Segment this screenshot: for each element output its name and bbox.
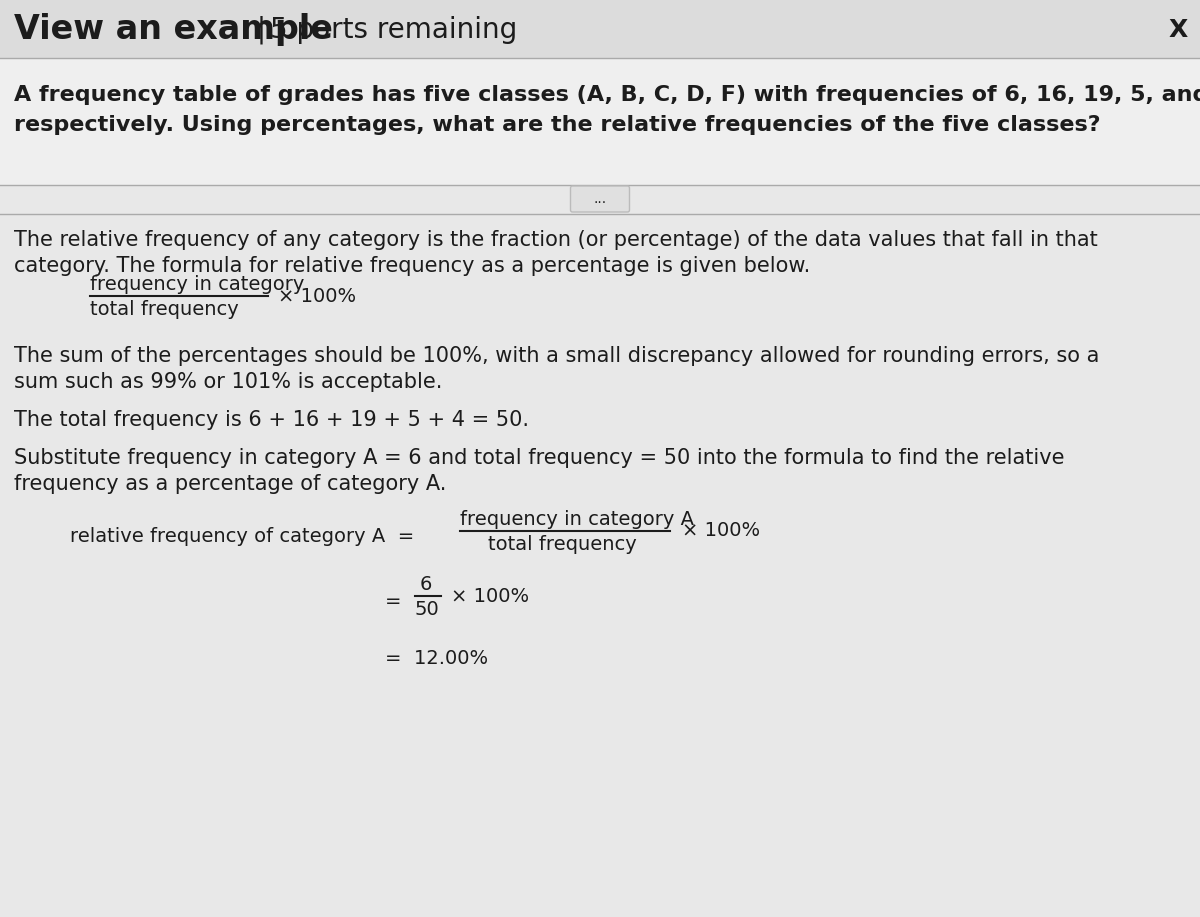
Text: total frequency: total frequency xyxy=(488,535,637,554)
Text: 5 parts remaining: 5 parts remaining xyxy=(270,16,517,44)
Text: =: = xyxy=(385,592,402,612)
Text: The sum of the percentages should be 100%, with a small discrepancy allowed for : The sum of the percentages should be 100… xyxy=(14,346,1099,366)
Text: category. The formula for relative frequency as a percentage is given below.: category. The formula for relative frequ… xyxy=(14,256,810,276)
FancyBboxPatch shape xyxy=(570,186,630,212)
Text: × 100%: × 100% xyxy=(451,587,529,605)
Text: relative frequency of category A  =: relative frequency of category A = xyxy=(70,527,414,547)
Text: sum such as 99% or 101% is acceptable.: sum such as 99% or 101% is acceptable. xyxy=(14,372,443,392)
Text: View an example: View an example xyxy=(14,14,332,47)
Text: The total frequency is 6 + 16 + 19 + 5 + 4 = 50.: The total frequency is 6 + 16 + 19 + 5 +… xyxy=(14,410,529,430)
Text: |: | xyxy=(248,16,275,44)
Text: ...: ... xyxy=(594,192,606,206)
Text: total frequency: total frequency xyxy=(90,300,239,319)
Text: 50: 50 xyxy=(415,600,439,619)
Text: A frequency table of grades has five classes (A, B, C, D, F) with frequencies of: A frequency table of grades has five cla… xyxy=(14,85,1200,105)
Text: frequency in category A: frequency in category A xyxy=(460,510,694,529)
Text: × 100%: × 100% xyxy=(682,522,760,540)
Text: respectively. Using percentages, what are the relative frequencies of the five c: respectively. Using percentages, what ar… xyxy=(14,115,1100,135)
Text: × 100%: × 100% xyxy=(278,286,356,305)
FancyBboxPatch shape xyxy=(0,0,1200,58)
Text: Substitute frequency in category A = 6 and total frequency = 50 into the formula: Substitute frequency in category A = 6 a… xyxy=(14,448,1064,468)
Text: The relative frequency of any category is the fraction (or percentage) of the da: The relative frequency of any category i… xyxy=(14,230,1098,250)
Text: X: X xyxy=(1169,18,1188,42)
FancyBboxPatch shape xyxy=(0,58,1200,185)
Text: frequency in category: frequency in category xyxy=(90,275,305,294)
Text: =  12.00%: = 12.00% xyxy=(385,649,488,668)
Text: frequency as a percentage of category A.: frequency as a percentage of category A. xyxy=(14,474,446,494)
Text: 6: 6 xyxy=(420,575,432,594)
